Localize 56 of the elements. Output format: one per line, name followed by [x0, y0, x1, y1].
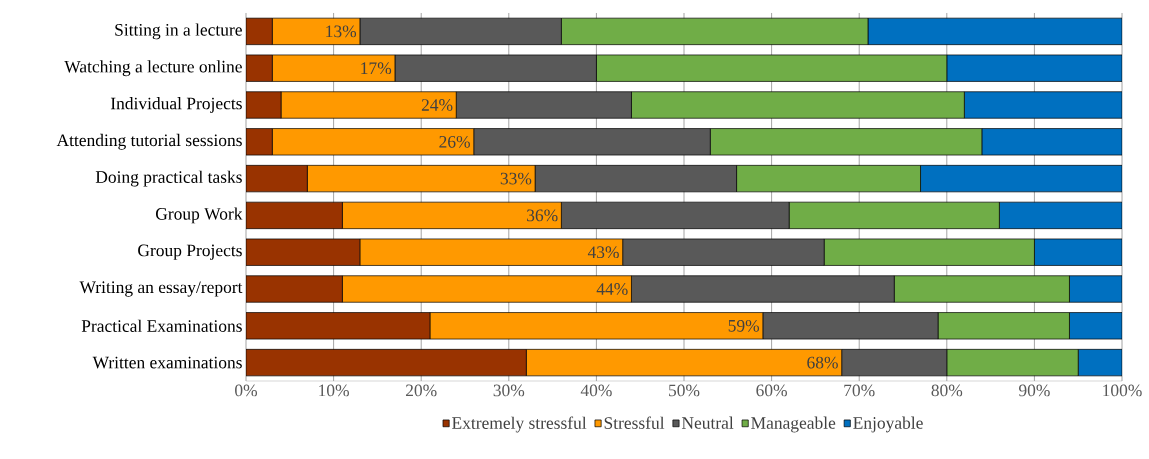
bar	[1069, 275, 1123, 303]
bar	[246, 54, 273, 82]
bar	[246, 91, 282, 119]
annotation: 59%	[728, 319, 760, 332]
y-tick-label: Group Work	[155, 207, 243, 224]
bar	[246, 312, 431, 340]
bar	[920, 165, 1123, 193]
x-tick-label: 40%	[580, 384, 612, 397]
y-tick-label: Individual Projects	[110, 97, 242, 113]
y-tick-label: Group Projects	[138, 244, 242, 260]
y-tick-label: Watching a lecture online	[64, 60, 242, 77]
bar	[1077, 349, 1123, 377]
y-tick-label: Doing practical tasks	[95, 170, 242, 187]
annotation: 68%	[807, 356, 838, 369]
bar	[246, 238, 361, 266]
annotation: 24%	[421, 99, 453, 111]
x-tick-label: 80%	[931, 384, 963, 397]
bar	[246, 128, 273, 156]
bar	[246, 17, 273, 45]
bar	[246, 165, 308, 193]
x-tick-label: 100%	[1103, 384, 1142, 397]
bar	[246, 349, 527, 377]
bar	[867, 17, 1123, 45]
annotation: 17%	[361, 62, 392, 75]
bar	[1034, 238, 1123, 266]
y-tick-label: Sitting in a lecture	[115, 23, 242, 40]
bar	[999, 201, 1123, 229]
legend-label: Enjoyable	[853, 416, 923, 433]
annotation: 44%	[596, 283, 628, 295]
bar	[246, 201, 343, 229]
x-tick-label: 30%	[493, 384, 525, 397]
x-tick-label: 0%	[235, 384, 258, 397]
bar	[246, 275, 343, 303]
x-tick-label: 90%	[1018, 384, 1050, 397]
x-tick-label: 70%	[844, 384, 875, 397]
bar	[946, 54, 1123, 82]
x-tick-label: 10%	[319, 384, 349, 397]
annotation: 36%	[527, 209, 558, 222]
annotation: 33%	[500, 172, 532, 185]
bar	[1069, 312, 1123, 340]
x-tick-label: 50%	[669, 384, 700, 397]
annotation: 26%	[439, 135, 470, 148]
legend-label: Stressful	[604, 416, 665, 429]
legend-label: Manageable	[751, 416, 836, 433]
legend-label: Neutral	[681, 416, 734, 429]
bar	[981, 128, 1123, 156]
legend-label: Extremely stressful	[452, 416, 587, 433]
bar	[963, 91, 1123, 119]
annotation: 13%	[326, 25, 357, 38]
x-tick-label: 60%	[756, 384, 787, 397]
annotation: 43%	[587, 246, 619, 259]
x-tick-label: 20%	[405, 384, 437, 397]
y-tick-label: Practical Examinations	[81, 319, 242, 332]
y-tick-label: Written examinations	[92, 356, 242, 369]
y-tick-label: Writing an essay/report	[79, 281, 243, 297]
y-tick-label: Attending tutorial sessions	[56, 133, 242, 150]
